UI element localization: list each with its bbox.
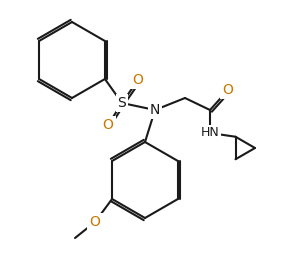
Text: N: N xyxy=(150,103,160,117)
Text: O: O xyxy=(222,83,233,97)
Text: O: O xyxy=(103,118,113,132)
Text: S: S xyxy=(118,96,126,110)
Text: O: O xyxy=(133,73,144,87)
Text: O: O xyxy=(90,215,100,229)
Text: HN: HN xyxy=(201,127,219,139)
